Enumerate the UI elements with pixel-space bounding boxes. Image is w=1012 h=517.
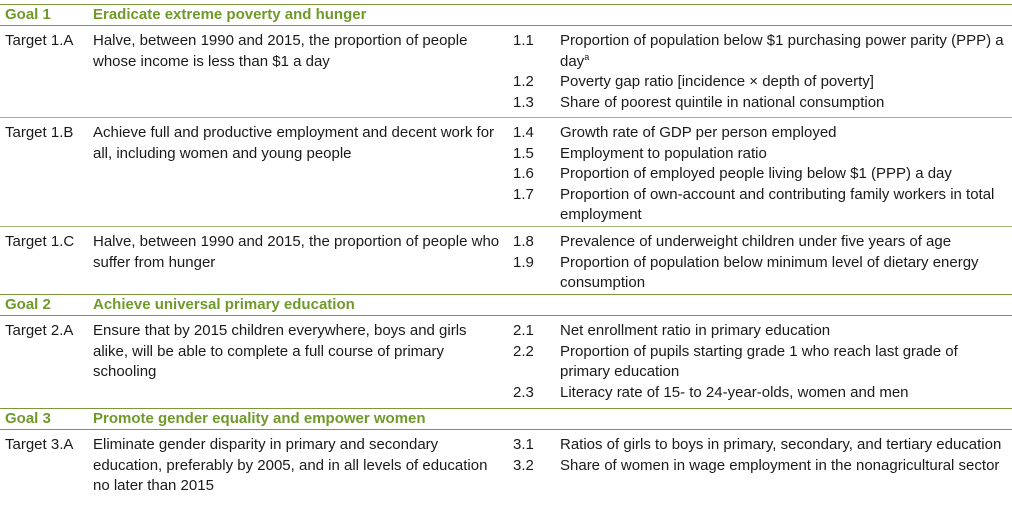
- target-3a: Target 3.A Eliminate gender disparity in…: [0, 430, 1012, 517]
- indicator-number: 1.4: [513, 124, 534, 141]
- indicator-list: 2.1 Net enrollment ratio in primary educ…: [0, 321, 1012, 403]
- indicator-number: 1.6: [513, 165, 534, 182]
- indicator-3-1: 3.1 Ratios of girls to boys in primary, …: [0, 435, 1012, 456]
- indicator-1-4: 1.4 Growth rate of GDP per person employ…: [0, 123, 1012, 144]
- target-1a: Target 1.A Halve, between 1990 and 2015,…: [0, 26, 1012, 118]
- indicator-text: Proportion of own-account and contributi…: [560, 185, 995, 224]
- target-2a: Target 2.A Ensure that by 2015 children …: [0, 316, 1012, 408]
- target-text: Eliminate gender disparity in primary an…: [93, 436, 488, 494]
- indicator-text: Proportion of population below minimum l…: [560, 253, 979, 292]
- goal-2-header: Goal 2 Achieve universal primary educati…: [0, 294, 1012, 316]
- indicator-text: Poverty gap ratio [incidence × depth of …: [560, 73, 874, 90]
- goal-title: Promote gender equality and empower wome…: [93, 410, 426, 427]
- target-label: Target 1.B: [5, 124, 74, 141]
- indicator-list: 1.8 Prevalence of underweight children u…: [0, 232, 1012, 294]
- indicator-2-1: 2.1 Net enrollment ratio in primary educ…: [0, 321, 1012, 342]
- indicator-number: 2.3: [513, 383, 534, 401]
- indicator-list: 1.4 Growth rate of GDP per person employ…: [0, 123, 1012, 226]
- indicator-1-1: 1.1 Proportion of population below $1 pu…: [0, 31, 1012, 72]
- indicator-number: 2.2: [513, 342, 534, 360]
- target-text: Ensure that by 2015 children everywhere,…: [93, 322, 467, 380]
- indicator-text: Proportion of pupils starting grade 1 wh…: [560, 342, 958, 381]
- indicator-number: 1.3: [513, 93, 534, 111]
- indicator-text: Proportion of employed people living bel…: [560, 165, 952, 182]
- indicator-number: 1.5: [513, 144, 534, 162]
- indicator-text: Growth rate of GDP per person employed: [560, 124, 837, 141]
- indicator-text: Employment to population ratio: [560, 144, 767, 162]
- indicator-1-7: 1.7 Proportion of own-account and contri…: [0, 185, 1012, 226]
- indicator-text: Literacy rate of 15- to 24-year-olds, wo…: [560, 383, 909, 401]
- indicator-1-3: 1.3 Share of poorest quintile in nationa…: [0, 93, 1012, 114]
- indicator-1-2: 1.2 Poverty gap ratio [incidence × depth…: [0, 72, 1012, 93]
- goal-3-header: Goal 3 Promote gender equality and empow…: [0, 408, 1012, 430]
- indicator-text: Prevalence of underweight children under…: [560, 233, 952, 250]
- goal-1-header: Goal 1 Eradicate extreme poverty and hun…: [0, 4, 1012, 26]
- indicator-1-9: 1.9 Proportion of population below minim…: [0, 253, 1012, 294]
- goal-title: Achieve universal primary education: [93, 296, 355, 313]
- indicator-number: 1.9: [513, 253, 534, 271]
- indicator-number: 3.1: [513, 436, 534, 453]
- indicator-text: Proportion of population below $1 purcha…: [560, 32, 1004, 70]
- indicator-text: Share of women in wage employment in the…: [560, 456, 1000, 474]
- target-label: Target 1.A: [5, 32, 74, 49]
- target-text: Achieve full and productive employment a…: [93, 124, 495, 162]
- indicator-3-2: 3.2 Share of women in wage employment in…: [0, 456, 1012, 477]
- indicator-text: Net enrollment ratio in primary educatio…: [560, 322, 831, 339]
- target-label: Target 3.A: [5, 436, 74, 453]
- target-label: Target 2.A: [5, 322, 74, 339]
- goal-label: Goal 2: [5, 296, 51, 313]
- target-1b: Target 1.B Achieve full and productive e…: [0, 118, 1012, 227]
- indicator-list: 3.1 Ratios of girls to boys in primary, …: [0, 435, 1012, 476]
- indicator-text: Ratios of girls to boys in primary, seco…: [560, 436, 1002, 453]
- target-text: Halve, between 1990 and 2015, the propor…: [93, 233, 500, 271]
- target-label: Target 1.C: [5, 233, 75, 250]
- indicator-1-5: 1.5 Employment to population ratio: [0, 144, 1012, 165]
- indicator-number: 1.7: [513, 185, 534, 203]
- goal-label: Goal 1: [5, 6, 51, 23]
- goal-label: Goal 3: [5, 410, 51, 427]
- indicator-number: 1.2: [513, 73, 534, 90]
- indicator-1-8: 1.8 Prevalence of underweight children u…: [0, 232, 1012, 253]
- indicator-1-6: 1.6 Proportion of employed people living…: [0, 164, 1012, 185]
- indicator-number: 3.2: [513, 456, 534, 474]
- indicator-2-2: 2.2 Proportion of pupils starting grade …: [0, 342, 1012, 383]
- indicator-text: Share of poorest quintile in national co…: [560, 93, 885, 111]
- footnote-marker: a: [584, 51, 590, 62]
- target-1c: Target 1.C Halve, between 1990 and 2015,…: [0, 227, 1012, 294]
- target-text: Halve, between 1990 and 2015, the propor…: [93, 32, 468, 70]
- indicator-number: 2.1: [513, 322, 534, 339]
- indicator-number: 1.1: [513, 32, 534, 49]
- goal-title: Eradicate extreme poverty and hunger: [93, 6, 367, 23]
- indicator-2-3: 2.3 Literacy rate of 15- to 24-year-olds…: [0, 383, 1012, 404]
- indicator-list: 1.1 Proportion of population below $1 pu…: [0, 31, 1012, 113]
- indicator-number: 1.8: [513, 233, 534, 250]
